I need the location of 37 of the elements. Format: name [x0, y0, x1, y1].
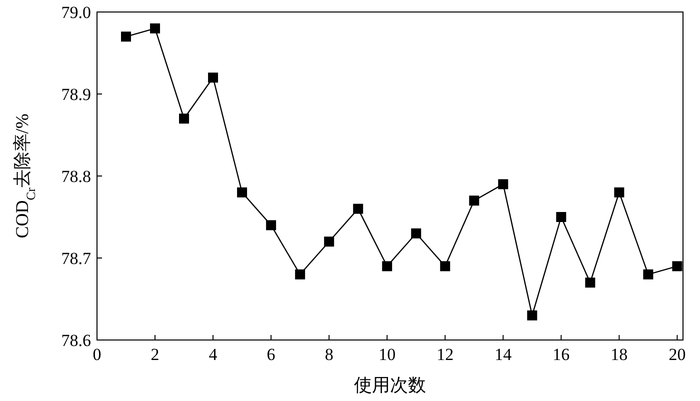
x-tick-label: 10 [378, 345, 396, 364]
point [179, 114, 190, 124]
point [353, 204, 364, 214]
y-tick-label: 78.9 [61, 85, 91, 104]
point [208, 72, 218, 83]
point [440, 261, 450, 272]
y-tick-label: 78.8 [61, 167, 91, 186]
point [556, 212, 566, 222]
x-tick-label: 14 [494, 345, 512, 364]
x-tick-label: 8 [324, 345, 334, 364]
point [150, 23, 160, 34]
y-tick-label: 78.7 [61, 249, 92, 268]
point [643, 269, 654, 280]
point [527, 310, 538, 320]
point [324, 236, 334, 247]
x-tick-label: 12 [436, 345, 454, 364]
point [672, 261, 682, 272]
x-tick-label: 6 [266, 345, 276, 364]
x-tick-label: 2 [150, 345, 160, 364]
point [237, 187, 248, 198]
x-tick-label: 20 [668, 345, 686, 364]
x-tick-label: 16 [552, 345, 570, 364]
point [498, 179, 508, 190]
point [614, 187, 624, 198]
y-tick-label: 78.6 [61, 331, 91, 350]
point [266, 220, 276, 230]
x-axis-title: 使用次数 [354, 375, 426, 395]
point [295, 269, 306, 280]
point [121, 32, 132, 42]
y-tick-label: 79.0 [61, 3, 91, 22]
point [411, 228, 422, 238]
x-tick-label: 0 [92, 345, 102, 364]
point [585, 278, 596, 288]
point [382, 261, 392, 272]
x-tick-label: 18 [610, 345, 628, 364]
x-tick-label: 4 [208, 345, 218, 364]
point [469, 196, 480, 206]
